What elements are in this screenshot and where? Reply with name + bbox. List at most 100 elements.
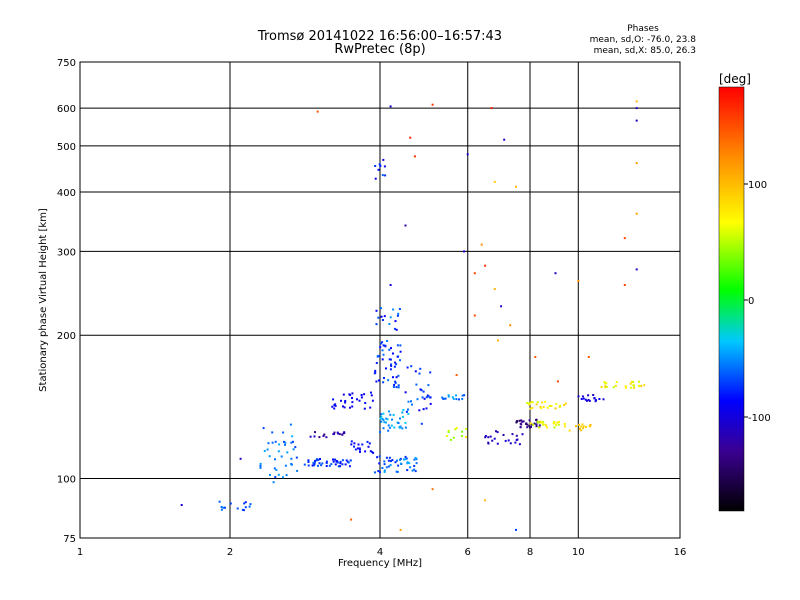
data-point bbox=[395, 328, 398, 331]
data-point bbox=[375, 323, 378, 326]
data-point bbox=[629, 382, 632, 385]
data-point bbox=[316, 110, 319, 113]
y-tick-label: 300 bbox=[57, 247, 76, 258]
data-point bbox=[536, 401, 539, 404]
data-point bbox=[392, 376, 394, 379]
data-point bbox=[330, 463, 333, 466]
data-point bbox=[643, 384, 646, 387]
data-point bbox=[580, 398, 583, 400]
data-point bbox=[289, 423, 292, 426]
data-point bbox=[239, 457, 242, 460]
data-point bbox=[348, 465, 351, 468]
data-point bbox=[556, 380, 559, 383]
data-point bbox=[383, 471, 386, 473]
data-point bbox=[350, 443, 353, 446]
data-point bbox=[580, 429, 583, 432]
data-point bbox=[388, 348, 391, 351]
data-point bbox=[579, 425, 582, 428]
data-point bbox=[389, 284, 392, 286]
data-point bbox=[283, 440, 285, 443]
data-point bbox=[625, 386, 627, 389]
data-point bbox=[360, 396, 363, 399]
data-point bbox=[259, 465, 262, 467]
data-point bbox=[387, 429, 390, 432]
data-point bbox=[282, 476, 284, 479]
data-point bbox=[587, 398, 590, 401]
data-point bbox=[271, 441, 274, 444]
data-point bbox=[361, 443, 364, 446]
data-point bbox=[290, 457, 293, 460]
data-point bbox=[379, 164, 382, 167]
data-point bbox=[455, 394, 457, 397]
data-point bbox=[218, 500, 221, 503]
data-point bbox=[377, 354, 380, 357]
data-point bbox=[399, 528, 402, 531]
data-point bbox=[390, 347, 392, 350]
data-point bbox=[584, 398, 587, 401]
data-point bbox=[507, 439, 510, 442]
y-tick-label: 100 bbox=[57, 475, 76, 486]
data-point bbox=[397, 464, 400, 467]
data-point bbox=[388, 410, 390, 413]
data-point bbox=[389, 368, 392, 371]
data-point bbox=[548, 405, 551, 407]
data-point bbox=[396, 470, 399, 473]
data-point bbox=[413, 468, 416, 471]
data-point bbox=[640, 384, 643, 387]
data-point bbox=[296, 469, 299, 472]
plot-frame bbox=[79, 61, 681, 539]
data-point bbox=[389, 413, 392, 416]
data-point bbox=[519, 426, 522, 429]
data-point bbox=[416, 398, 419, 401]
data-point bbox=[406, 366, 409, 369]
y-tick-label: 500 bbox=[57, 142, 76, 153]
data-point bbox=[447, 394, 450, 397]
data-point bbox=[539, 406, 542, 408]
data-point bbox=[406, 469, 409, 472]
data-point bbox=[419, 388, 422, 391]
data-point bbox=[529, 426, 531, 429]
data-point bbox=[554, 407, 557, 410]
data-point bbox=[381, 358, 384, 361]
y-tick-label: 600 bbox=[57, 104, 76, 115]
data-point bbox=[555, 424, 558, 427]
data-point bbox=[526, 402, 529, 404]
data-point bbox=[414, 470, 417, 473]
data-point bbox=[581, 423, 584, 426]
data-point bbox=[386, 418, 389, 421]
data-point bbox=[366, 440, 369, 443]
data-point bbox=[399, 350, 402, 353]
data-point bbox=[349, 394, 352, 396]
data-point bbox=[563, 422, 566, 425]
data-point bbox=[411, 469, 414, 472]
data-point bbox=[382, 353, 385, 356]
data-point bbox=[384, 174, 387, 177]
data-point bbox=[274, 458, 276, 461]
data-point bbox=[284, 464, 287, 467]
data-point bbox=[392, 413, 395, 416]
data-point bbox=[635, 119, 638, 122]
data-point bbox=[415, 458, 418, 461]
data-point bbox=[394, 461, 397, 464]
x-tick-label: 6 bbox=[465, 547, 471, 558]
data-point bbox=[425, 396, 428, 399]
data-point bbox=[322, 435, 325, 437]
data-point bbox=[381, 467, 384, 469]
data-point bbox=[268, 455, 271, 458]
data-point bbox=[441, 396, 444, 399]
data-point bbox=[575, 425, 577, 428]
data-point bbox=[455, 398, 458, 401]
data-point bbox=[398, 426, 401, 428]
x-tick-label: 1 bbox=[77, 547, 83, 558]
data-point bbox=[392, 308, 395, 311]
data-point bbox=[339, 462, 342, 465]
data-point bbox=[431, 103, 434, 106]
data-point bbox=[383, 315, 386, 318]
data-point bbox=[382, 419, 385, 421]
data-point bbox=[526, 423, 529, 426]
data-point bbox=[318, 436, 321, 439]
data-point bbox=[358, 447, 361, 450]
data-point bbox=[538, 424, 541, 427]
x-tick-label: 10 bbox=[572, 547, 585, 558]
